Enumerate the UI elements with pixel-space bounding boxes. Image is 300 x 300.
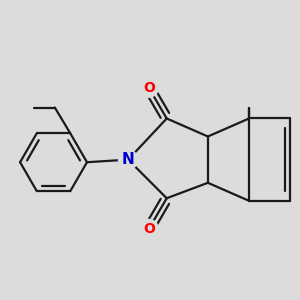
Circle shape bbox=[118, 150, 138, 169]
Circle shape bbox=[139, 220, 158, 239]
Text: O: O bbox=[143, 81, 155, 94]
Circle shape bbox=[139, 78, 158, 97]
Text: O: O bbox=[143, 222, 155, 236]
Text: N: N bbox=[122, 152, 134, 167]
